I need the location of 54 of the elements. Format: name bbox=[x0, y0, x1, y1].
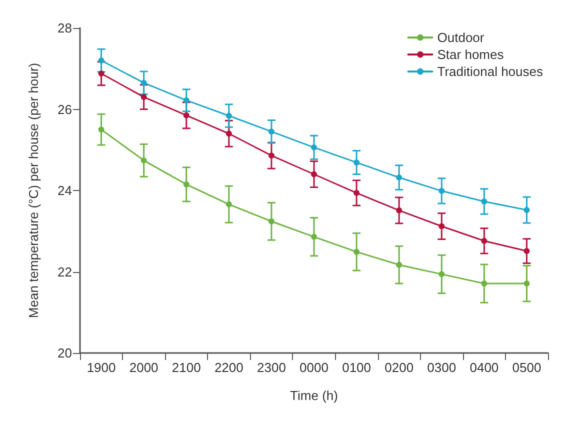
point bbox=[438, 188, 445, 194]
point bbox=[226, 112, 232, 119]
y-tick-label: 28 bbox=[58, 20, 72, 36]
y-axis-title: Mean temperature (°C) per house (per hour) bbox=[26, 62, 41, 318]
point bbox=[396, 174, 402, 180]
point bbox=[481, 280, 488, 287]
x-tick-label: 0000 bbox=[300, 360, 328, 375]
point bbox=[183, 97, 190, 104]
point bbox=[438, 271, 445, 278]
point bbox=[140, 157, 147, 164]
x-tick-label: 1900 bbox=[86, 360, 116, 375]
x-axis-title: Time (h) bbox=[290, 388, 338, 403]
x-tick-label: 2200 bbox=[214, 360, 244, 375]
legend-label: Outdoor bbox=[437, 30, 485, 45]
x-tick-label: 2100 bbox=[172, 360, 201, 375]
point bbox=[396, 207, 402, 214]
x-tick-label: 2300 bbox=[256, 360, 286, 375]
x-tick-label: 0200 bbox=[384, 360, 414, 375]
point bbox=[140, 94, 147, 100]
y-tick-label: 24 bbox=[58, 183, 72, 198]
point bbox=[268, 218, 274, 224]
point bbox=[226, 201, 232, 208]
point bbox=[481, 198, 488, 204]
y-tick-label: 22 bbox=[58, 264, 72, 280]
legend-label: Traditional houses bbox=[437, 64, 544, 79]
point bbox=[438, 223, 445, 230]
point bbox=[268, 128, 274, 135]
point bbox=[396, 262, 402, 268]
point bbox=[183, 112, 190, 118]
x-tick-label: 0300 bbox=[427, 360, 456, 375]
y-tick-label: 26 bbox=[58, 102, 72, 117]
x-tick-label: 0500 bbox=[512, 360, 542, 375]
point bbox=[268, 152, 274, 159]
point bbox=[354, 190, 360, 196]
point bbox=[183, 181, 190, 188]
point bbox=[98, 70, 104, 76]
point bbox=[524, 207, 530, 213]
point bbox=[226, 130, 232, 137]
point bbox=[481, 238, 488, 244]
x-tick-label: 0100 bbox=[342, 360, 372, 375]
y-tick-label: 20 bbox=[58, 346, 72, 360]
point bbox=[354, 159, 360, 166]
point bbox=[311, 144, 317, 150]
point bbox=[311, 234, 317, 240]
point bbox=[524, 248, 530, 254]
point bbox=[311, 171, 317, 178]
point bbox=[98, 126, 104, 133]
x-tick-label: 0400 bbox=[470, 360, 499, 375]
legend-label: Star homes bbox=[437, 47, 504, 62]
point bbox=[98, 58, 104, 64]
point bbox=[140, 80, 147, 86]
point bbox=[524, 280, 530, 287]
x-tick-label: 2000 bbox=[129, 360, 158, 375]
point bbox=[354, 248, 360, 255]
